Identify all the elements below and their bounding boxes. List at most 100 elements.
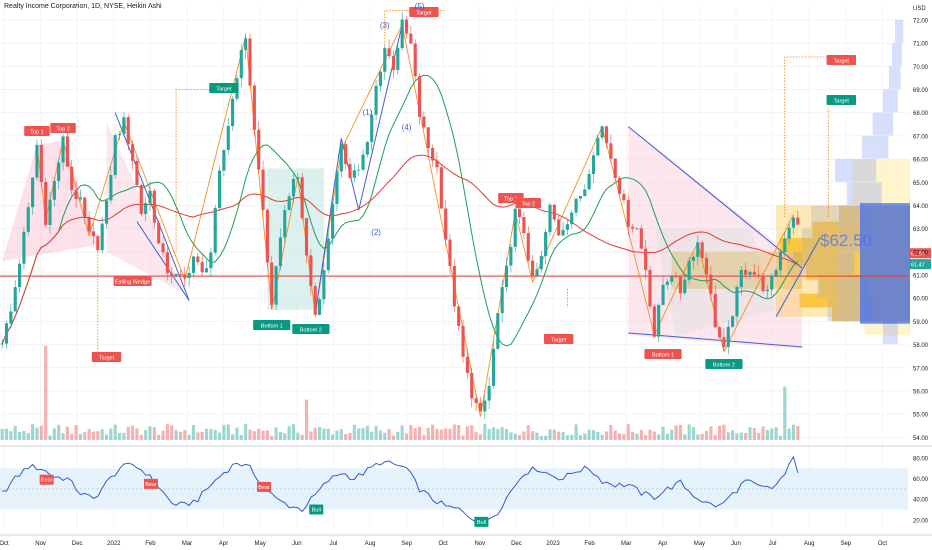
candle-body bbox=[126, 117, 130, 145]
bottom-label-bg bbox=[292, 324, 330, 334]
time-tick-label: Jul bbox=[769, 541, 777, 547]
volume-bar bbox=[570, 434, 574, 440]
volume-bar bbox=[731, 430, 735, 440]
volume-profile-bar-blue bbox=[892, 43, 902, 66]
volume-bar bbox=[18, 431, 22, 440]
volume-bar bbox=[778, 435, 782, 440]
volume-bar bbox=[265, 430, 269, 440]
volume-bar bbox=[661, 426, 665, 440]
candle-body bbox=[131, 144, 135, 161]
time-tick-label: Feb bbox=[584, 541, 595, 547]
volume-bar bbox=[291, 424, 296, 440]
candle-body bbox=[344, 144, 348, 165]
candle-body bbox=[396, 48, 400, 71]
time-tick-label: Nov bbox=[474, 541, 485, 547]
candle-body bbox=[283, 210, 287, 238]
volume-bar bbox=[565, 435, 569, 440]
rsi-bear-label: Bear bbox=[41, 478, 53, 484]
candle-body bbox=[252, 85, 256, 130]
volume-bar bbox=[365, 425, 369, 440]
volume-bar bbox=[478, 434, 482, 440]
volume-bar bbox=[687, 424, 691, 440]
volume-bar bbox=[465, 426, 469, 440]
candle-body bbox=[557, 219, 561, 236]
candle-body bbox=[609, 143, 613, 159]
candle-body bbox=[618, 178, 622, 194]
price-tick-label: 54.00 bbox=[913, 436, 929, 442]
candle-body bbox=[87, 216, 91, 232]
volume-profile-bar-blue bbox=[847, 182, 882, 205]
volume-bar bbox=[174, 430, 178, 440]
volume-bar bbox=[722, 424, 726, 440]
volume-bar bbox=[300, 434, 304, 440]
candle-body bbox=[209, 252, 213, 269]
candle-body bbox=[326, 238, 330, 271]
rsi-bull-label: Bull bbox=[477, 520, 486, 526]
volume-bar bbox=[631, 431, 635, 440]
candle-body bbox=[470, 372, 474, 399]
volume-bar bbox=[578, 435, 582, 440]
candle-body bbox=[122, 117, 126, 135]
candle-body bbox=[704, 257, 709, 275]
candle-body bbox=[200, 262, 204, 273]
volume-bar bbox=[287, 426, 291, 440]
candle-body bbox=[61, 136, 65, 163]
candle-body bbox=[265, 209, 269, 263]
candle-body bbox=[261, 169, 265, 210]
volume-bar bbox=[48, 435, 52, 440]
candle-body bbox=[65, 136, 69, 167]
volume-bar bbox=[726, 432, 730, 440]
candle-body bbox=[296, 177, 300, 179]
volume-bar bbox=[752, 428, 756, 440]
volume-bar bbox=[109, 428, 113, 440]
candle-body bbox=[96, 236, 100, 251]
volume-bar bbox=[761, 426, 765, 440]
candle-body bbox=[409, 33, 413, 44]
candle-body bbox=[504, 265, 509, 288]
volume-bar bbox=[509, 432, 513, 440]
rsi-tick-label: 60.00 bbox=[913, 477, 929, 483]
candle-body bbox=[578, 196, 582, 199]
rsi-tick-label: 40.00 bbox=[913, 498, 929, 504]
candle-body bbox=[78, 197, 82, 200]
candle-body bbox=[331, 203, 335, 239]
volume-bar bbox=[70, 434, 74, 440]
candle-body bbox=[370, 114, 374, 143]
volume-bar bbox=[113, 424, 117, 440]
volume-bar bbox=[231, 434, 235, 440]
time-tick-label: Mar bbox=[621, 541, 631, 547]
candle-body bbox=[365, 142, 369, 155]
volume-bar bbox=[374, 425, 378, 440]
candle-body bbox=[731, 316, 735, 327]
volume-bar bbox=[257, 428, 261, 440]
rsi-bull-tag bbox=[309, 504, 324, 515]
volume-bar bbox=[518, 434, 522, 440]
rsi-bear-tag bbox=[257, 481, 272, 492]
target-label: Target bbox=[551, 337, 567, 343]
wave-label: (1) bbox=[363, 108, 373, 117]
candle-body bbox=[426, 127, 430, 148]
volume-profile-poc bbox=[860, 203, 910, 324]
candle-body bbox=[744, 269, 748, 275]
candle-body bbox=[544, 232, 548, 257]
candle-body bbox=[4, 323, 9, 344]
candle-body bbox=[748, 271, 752, 275]
candle-body bbox=[91, 231, 96, 237]
candle-body bbox=[452, 265, 456, 307]
candle-body bbox=[596, 137, 600, 156]
candle-body bbox=[291, 178, 296, 197]
volume-profile-bar-blue bbox=[895, 19, 904, 43]
volume-bar bbox=[718, 425, 722, 440]
candle-body bbox=[35, 144, 39, 178]
volume-bar bbox=[274, 427, 278, 440]
candle-body bbox=[170, 273, 174, 277]
candle-body bbox=[70, 166, 74, 191]
volume-bar bbox=[52, 428, 56, 440]
candle-body bbox=[152, 190, 156, 223]
volume-profile bbox=[780, 19, 910, 345]
volume-bar bbox=[9, 431, 13, 440]
volume-bar bbox=[609, 424, 613, 440]
volume-profile-bar-blue bbox=[835, 159, 877, 182]
candle-body bbox=[139, 184, 143, 214]
